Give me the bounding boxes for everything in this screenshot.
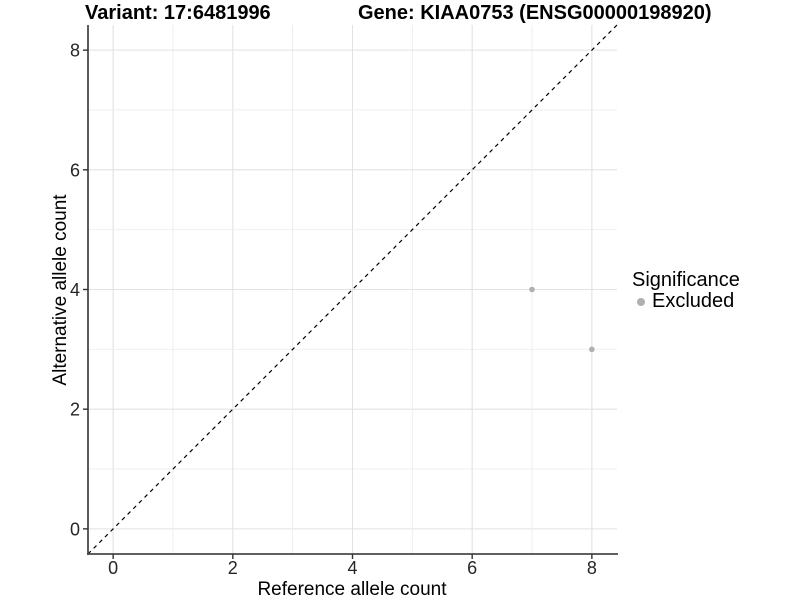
y-tick-label: 4 bbox=[70, 280, 80, 300]
x-tick-label: 0 bbox=[108, 558, 118, 578]
legend-title: Significance bbox=[632, 269, 740, 291]
legend-item-label: Excluded bbox=[652, 290, 735, 312]
x-tick-label: 2 bbox=[228, 558, 238, 578]
axis-ticks bbox=[83, 49, 593, 559]
legend-item-excluded: Excluded bbox=[632, 291, 740, 312]
data-point bbox=[589, 346, 595, 353]
data-point bbox=[529, 286, 535, 293]
data-points bbox=[529, 286, 595, 353]
y-axis-title: Alternative allele count bbox=[50, 194, 71, 386]
y-tick-label: 6 bbox=[70, 160, 80, 180]
x-axis-title: Reference allele count bbox=[257, 579, 447, 600]
x-tick-label: 4 bbox=[347, 558, 357, 578]
legend: Significance Excluded bbox=[632, 270, 740, 312]
x-tick-label: 8 bbox=[587, 558, 597, 578]
tick-labels: 0 2 4 6 8 0 2 4 6 8 bbox=[70, 41, 597, 578]
y-tick-label: 0 bbox=[70, 519, 80, 539]
x-tick-label: 6 bbox=[467, 558, 477, 578]
y-tick-label: 8 bbox=[70, 41, 80, 61]
gridlines bbox=[88, 25, 617, 554]
gene-title: Gene: KIAA0753 (ENSG00000198920) bbox=[358, 2, 712, 24]
legend-point-icon bbox=[637, 297, 645, 306]
y-tick-label: 2 bbox=[70, 400, 80, 420]
variant-title: Variant: 17:6481996 bbox=[85, 2, 271, 24]
